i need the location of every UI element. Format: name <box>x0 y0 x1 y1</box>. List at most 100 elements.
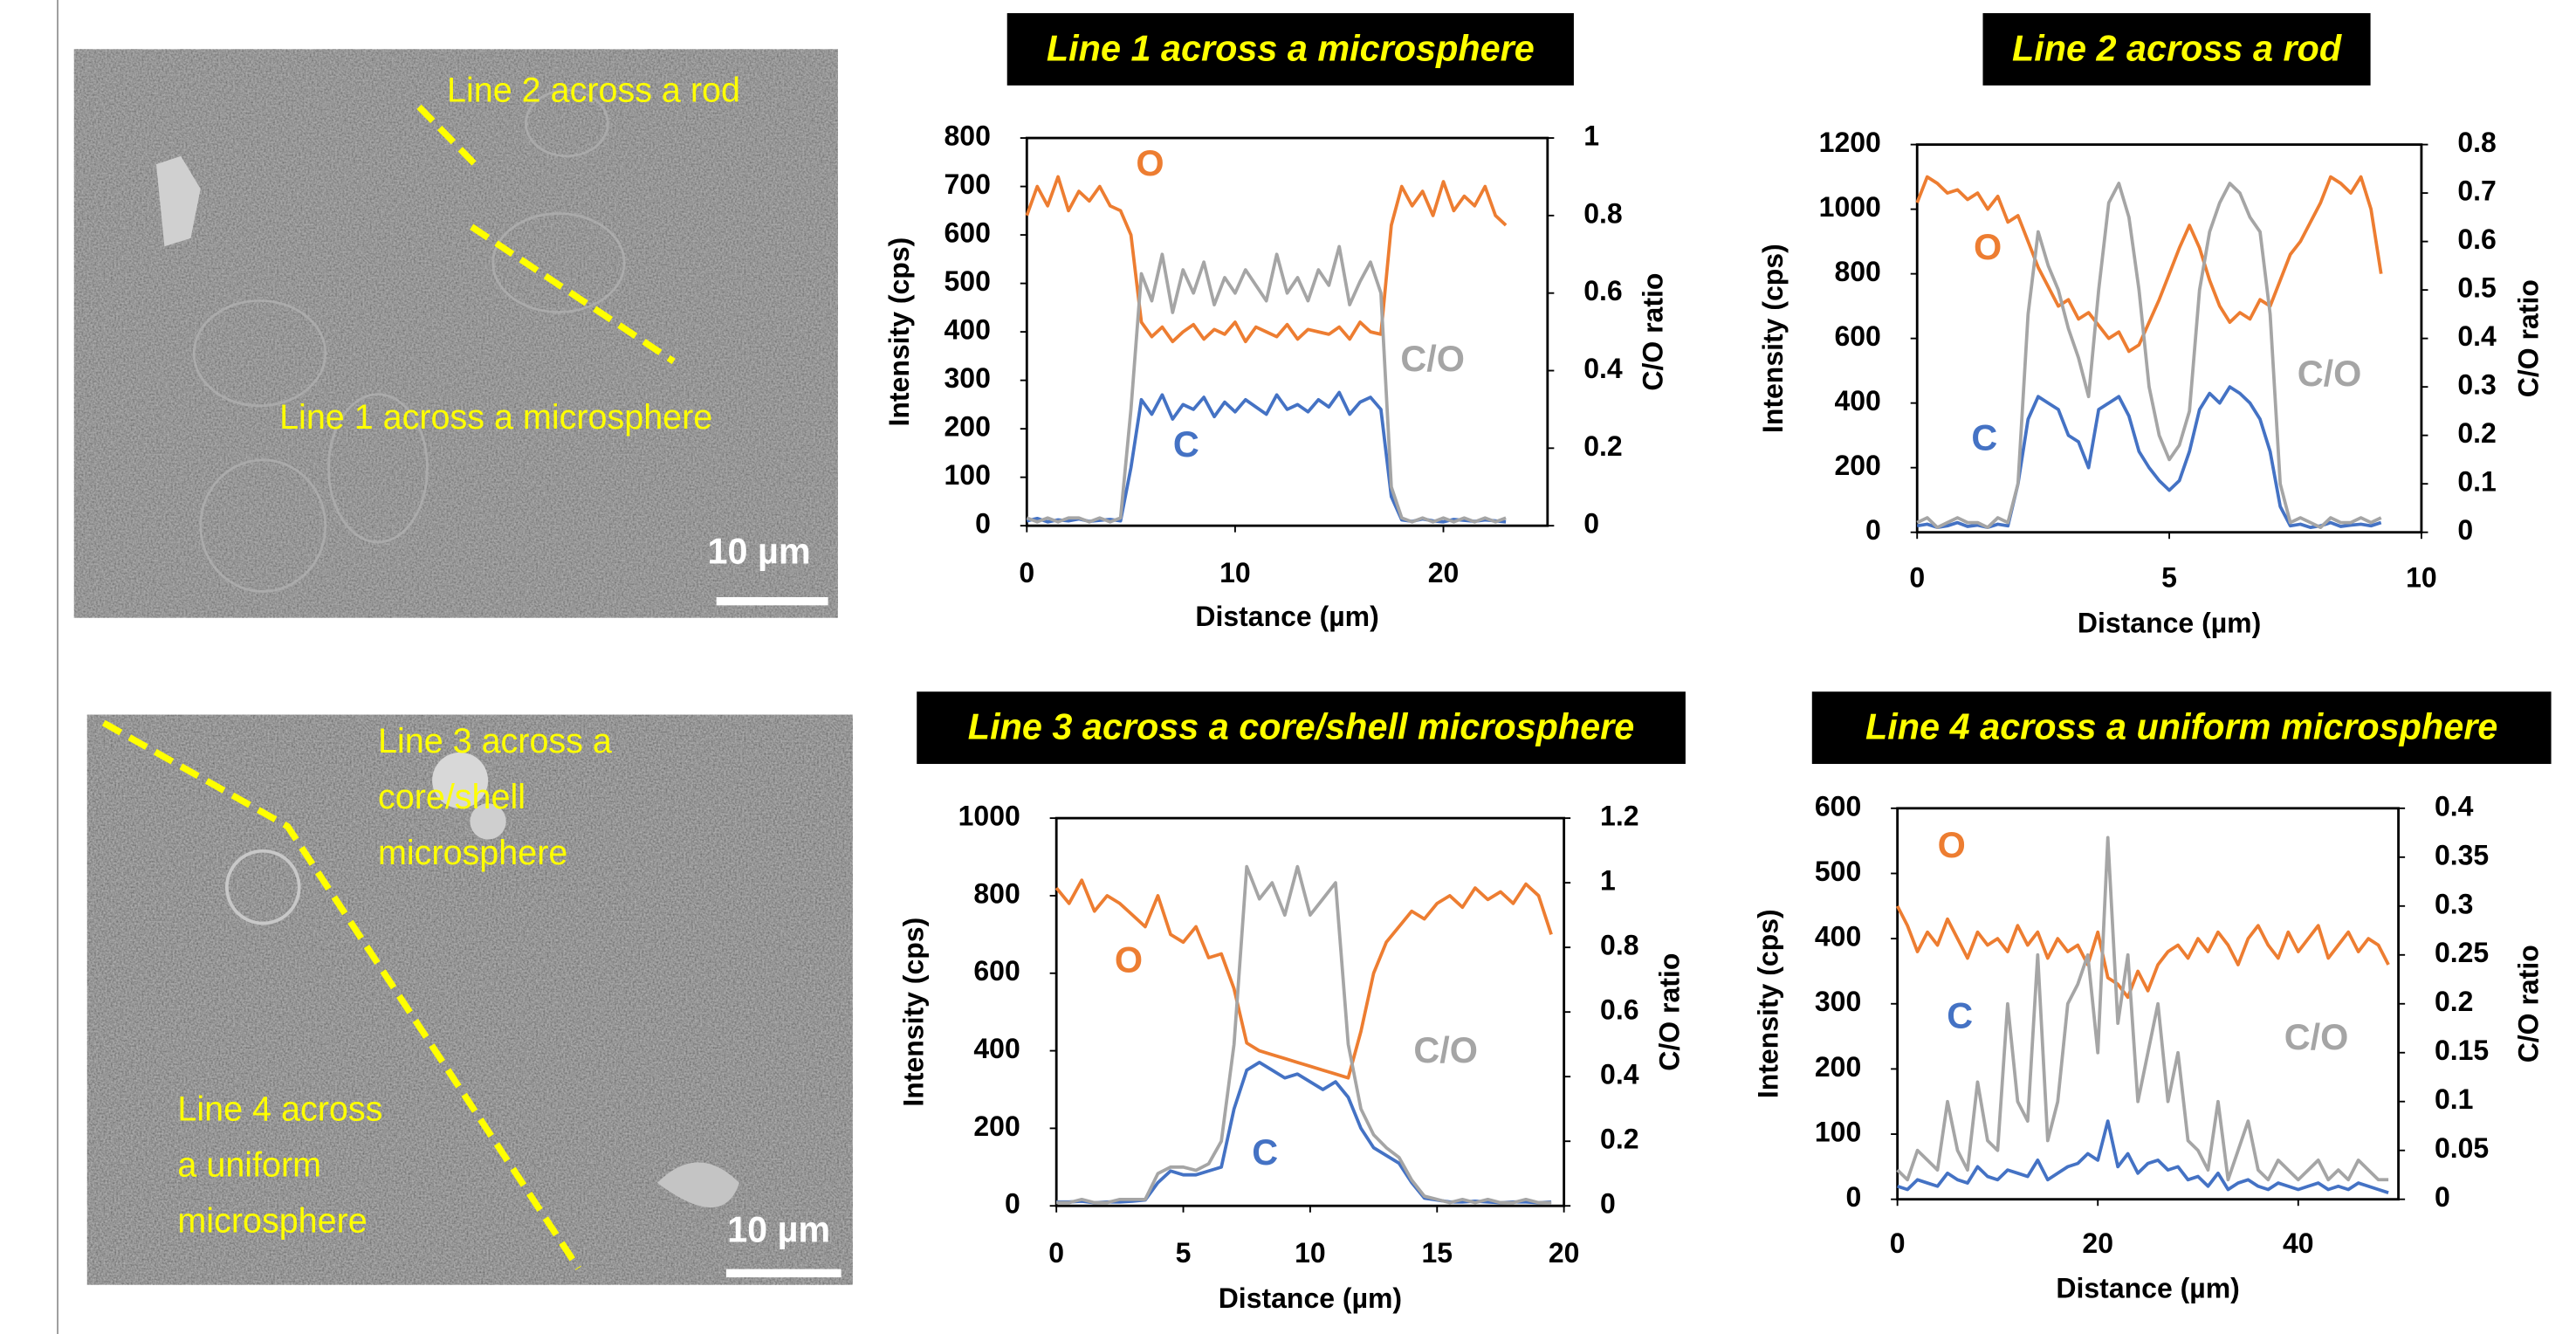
y2-tick-label: 0 <box>1583 508 1599 540</box>
image-label-line: microsphere <box>378 834 567 872</box>
series-label: C <box>1252 1132 1278 1172</box>
x-tick-label: 15 <box>1421 1237 1453 1269</box>
series-line <box>1916 385 2382 530</box>
plot-area <box>1054 816 1566 1207</box>
x-tick-label: 0 <box>1019 557 1034 588</box>
x-tick-label: 10 <box>1219 557 1251 588</box>
sem-image: Line 2 across a rod Line 1 across a micr… <box>73 49 838 618</box>
y-tick-label: 1200 <box>1819 127 1881 158</box>
y2-tick-label: 0.2 <box>2457 417 2496 449</box>
x-tick-label: 10 <box>1295 1237 1326 1269</box>
y2-tick-label: 0.4 <box>2457 320 2497 352</box>
image-label-line: a uniform <box>177 1145 321 1184</box>
x-tick-label: 20 <box>2082 1227 2113 1259</box>
y2-tick-label: 0.5 <box>2457 272 2496 304</box>
x-axis-label: Distance (µm) <box>1219 1282 1402 1314</box>
y-tick-label: 0 <box>1865 514 1881 546</box>
scale-bar-label: 10 µm <box>707 531 810 571</box>
x-tick-label: 0 <box>1909 562 1925 594</box>
series-label: O <box>1136 143 1164 183</box>
y2-tick-label: 0.1 <box>2435 1083 2473 1115</box>
x-tick-label: 5 <box>1176 1237 1192 1269</box>
y2-tick-label: 0.3 <box>2457 369 2496 401</box>
chart-title: Line 2 across a rod <box>2012 28 2342 68</box>
y-tick-label: 1000 <box>958 801 1020 832</box>
y-tick-label: 500 <box>945 265 991 297</box>
series-label: O <box>1115 940 1143 980</box>
y-tick-label: 600 <box>945 217 991 249</box>
y-tick-label: 1000 <box>1819 191 1881 223</box>
x-tick-label: 5 <box>2161 562 2177 594</box>
series-line <box>1916 182 2382 530</box>
y-tick-label: 700 <box>945 168 991 200</box>
y2-tick-label: 0 <box>2435 1181 2450 1213</box>
series-line <box>1025 175 1508 344</box>
y-axis-label: Intensity (cps) <box>883 237 915 427</box>
title-box <box>917 691 1686 765</box>
y-tick-label: 0 <box>1005 1188 1020 1220</box>
scale-bar-label: 10 µm <box>727 1210 830 1250</box>
chart: Line 2 across a rod020040060080010001200… <box>1757 13 2545 638</box>
y-tick-label: 600 <box>973 955 1020 987</box>
image-label-line: Line 4 across <box>177 1090 382 1128</box>
y-tick-label: 200 <box>945 411 991 443</box>
y-tick-label: 400 <box>1815 921 1861 952</box>
series-line <box>1915 175 2383 354</box>
y2-tick-label: 0.6 <box>1583 275 1622 306</box>
y2-tick-label: 0.2 <box>1583 430 1622 462</box>
series-line <box>1895 904 2390 1000</box>
image-label-line: microsphere <box>177 1201 367 1240</box>
x-tick-label: 0 <box>1890 1227 1906 1259</box>
series-label: C/O <box>1400 339 1465 379</box>
chart: Line 1 across a microsphere0100200300400… <box>883 13 1669 632</box>
y-tick-label: 800 <box>973 877 1020 909</box>
y2-axis-label: C/O ratio <box>1638 273 1669 391</box>
sem-image: Line 3 across a core/shell microsphere L… <box>86 714 853 1285</box>
y2-axis-label: C/O ratio <box>2513 279 2545 397</box>
y2-axis-label: C/O ratio <box>2513 945 2545 1062</box>
series-label: C <box>1947 996 1973 1036</box>
x-tick-label: 0 <box>1048 1237 1064 1269</box>
series-line <box>1056 864 1552 1205</box>
y-tick-label: 300 <box>1815 986 1861 1017</box>
y2-tick-label: 0 <box>2457 514 2473 546</box>
y2-tick-label: 0.6 <box>1600 994 1638 1026</box>
series-line <box>1054 878 1553 1080</box>
y-tick-label: 100 <box>1815 1117 1861 1148</box>
image-label: Line 4 across a uniform microsphere <box>177 1090 392 1240</box>
y-axis-label: Intensity (cps) <box>898 918 930 1107</box>
y-tick-label: 800 <box>945 120 991 152</box>
series-line <box>1897 1119 2389 1195</box>
y-tick-label: 0 <box>975 508 991 540</box>
y2-tick-label: 0.4 <box>1600 1059 1639 1090</box>
y2-tick-label: 0.4 <box>1583 353 1623 384</box>
y-tick-label: 200 <box>1834 450 1880 481</box>
y-tick-label: 300 <box>945 362 991 394</box>
y2-tick-label: 1.2 <box>1600 801 1638 832</box>
x-axis-label: Distance (µm) <box>2078 607 2261 638</box>
chart: Line 4 across a uniform microsphere 0 100 2… <box>1752 691 2552 1304</box>
y2-tick-label: 0.8 <box>1600 930 1638 961</box>
series-label: C/O <box>2284 1017 2349 1057</box>
chart-title: Line 4 across a uniform microsphere <box>1865 706 2497 746</box>
y2-tick-label: 0.25 <box>2435 937 2489 968</box>
y2-tick-label: 0.4 <box>2435 790 2474 822</box>
series-label: C/O <box>2298 354 2362 394</box>
image-label-line: Line 3 across a <box>378 722 612 760</box>
x-axis-label: Distance (µm) <box>1195 601 1378 632</box>
series-label: O <box>1974 227 2002 267</box>
chart-title: Line 1 across a microsphere <box>1047 28 1535 68</box>
y-axis-label: Intensity (cps) <box>1752 909 1783 1098</box>
image-label: Line 1 across a microsphere <box>279 398 712 437</box>
image-label: Line 3 across a core/shell microsphere <box>378 722 622 872</box>
series-label: C <box>1971 417 1997 457</box>
title-box <box>1006 13 1574 86</box>
chart-title: Line 3 across a core/shell microsphere <box>968 706 1635 746</box>
y2-axis-label: C/O ratio <box>1653 953 1685 1071</box>
y-tick-label: 400 <box>1834 385 1880 416</box>
y2-tick-label: 0.8 <box>1583 197 1622 229</box>
title-box <box>1811 691 2552 765</box>
y-tick-label: 600 <box>1815 790 1861 822</box>
y-tick-label: 400 <box>945 314 991 346</box>
series-line <box>1896 835 2389 1182</box>
